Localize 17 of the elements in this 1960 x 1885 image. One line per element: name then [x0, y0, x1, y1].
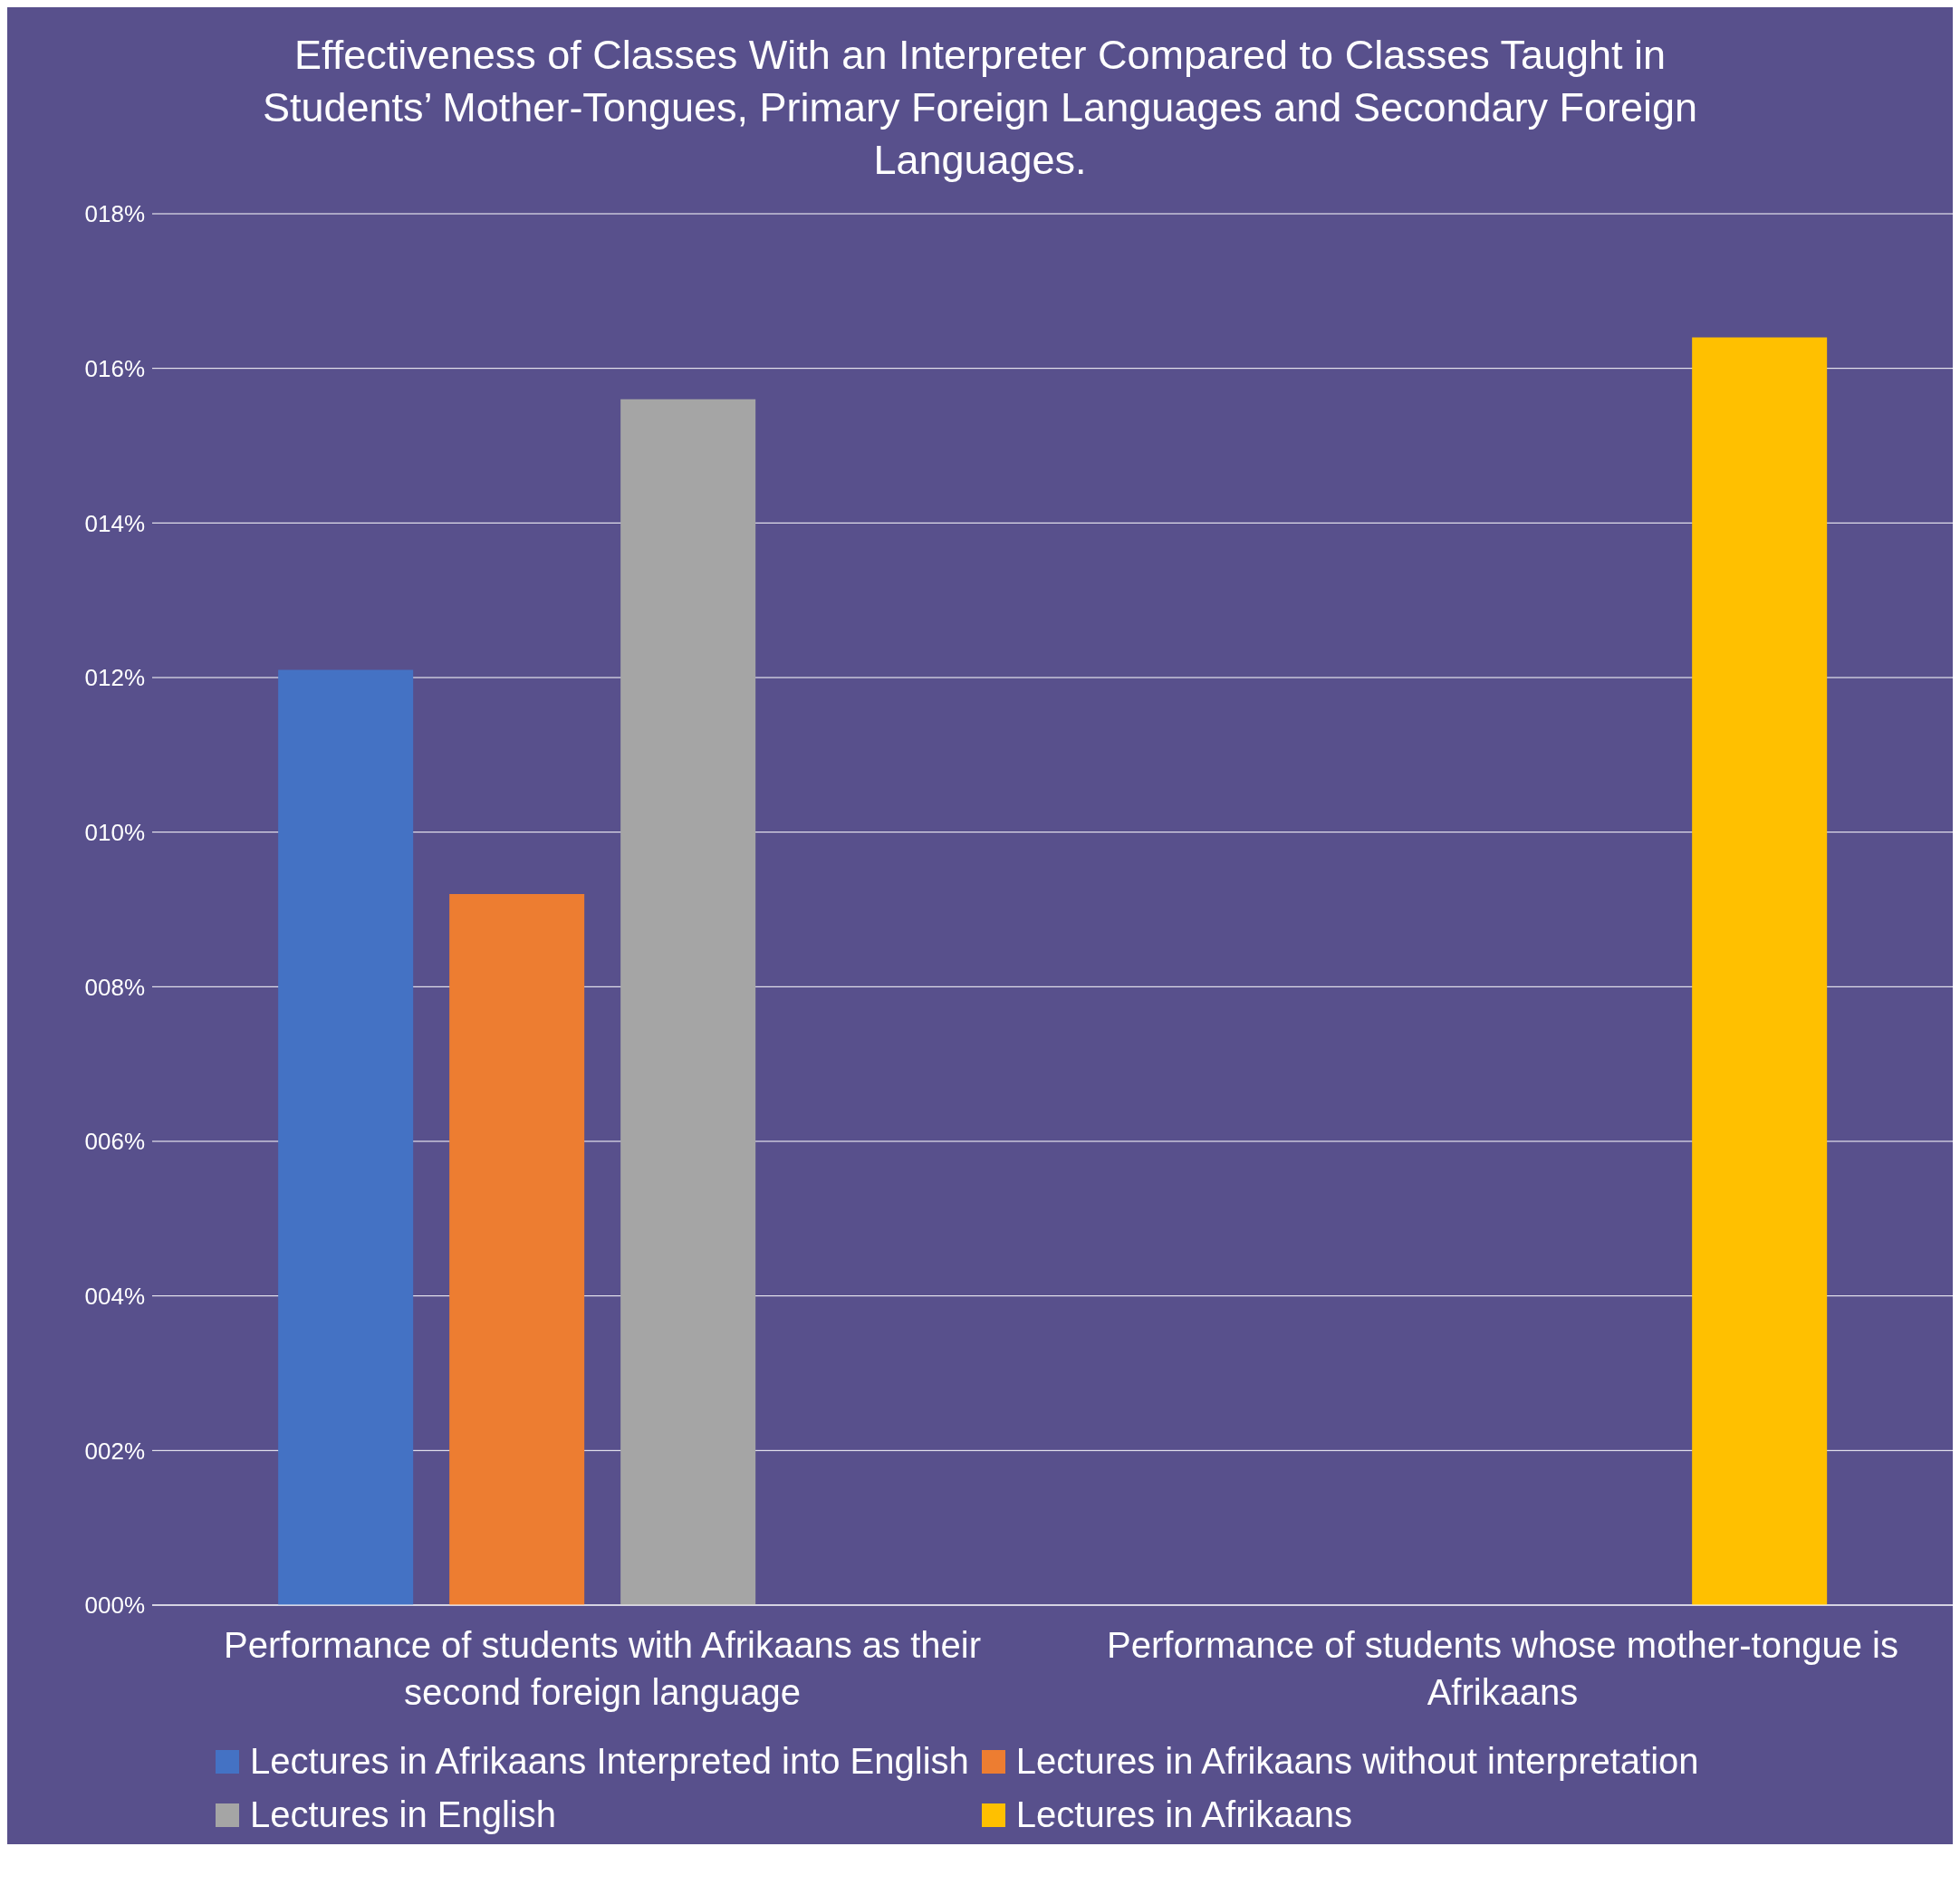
y-tick-label: 006%	[84, 1128, 145, 1156]
y-tick-label: 016%	[84, 354, 145, 382]
y-tick-label: 004%	[84, 1282, 145, 1310]
legend-label: Lectures in English	[250, 1794, 556, 1835]
y-tick-label: 010%	[84, 818, 145, 846]
y-tick-label: 002%	[84, 1437, 145, 1465]
legend-label: Lectures in Afrikaans Interpreted into English	[250, 1741, 969, 1782]
y-tick-label: 008%	[84, 973, 145, 1001]
legend-label: Lectures in Afrikaans	[1015, 1794, 1353, 1835]
x-tick-label: Performance of students with Afrikaans as their second foreign language	[224, 1625, 981, 1712]
y-tick-label: 018%	[84, 200, 145, 228]
y-tick-label: 012%	[84, 664, 145, 692]
y-tick-label: 000%	[84, 1592, 145, 1620]
legend-label: Lectures in Afrikaans without interpretation	[1015, 1741, 1699, 1782]
chart-title: Effectiveness of Classes With an Interpreter Compared to Classes Taught in Students’ Mother-Tongues, Primary Foreign Languages and Secondary Foreign Languages.	[261, 31, 1699, 185]
x-tick-label: Performance of students whose mother-tongue is Afrikaans	[1107, 1625, 1898, 1712]
y-tick-label: 014%	[84, 509, 145, 537]
